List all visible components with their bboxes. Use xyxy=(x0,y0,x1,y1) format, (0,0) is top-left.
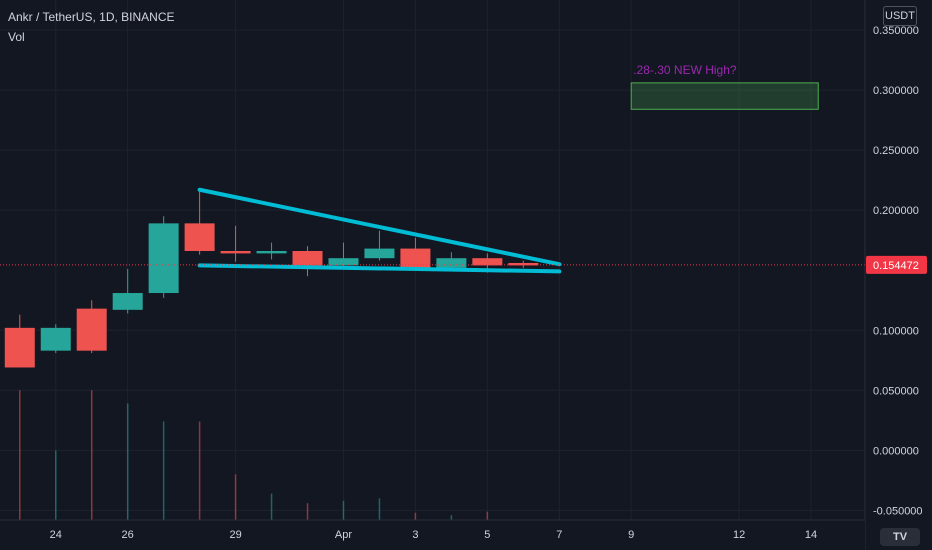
candle-down[interactable] xyxy=(76,300,107,354)
price-axis[interactable]: 0.350000 0.300000 0.250000 0.200000 0.100000… xyxy=(864,0,932,550)
time-tick-label: 26 xyxy=(122,529,134,541)
time-tick-label: 12 xyxy=(733,529,745,541)
volume-bar xyxy=(270,493,273,541)
candle-body xyxy=(4,327,35,368)
time-tick-label: 29 xyxy=(229,529,241,541)
target-zone-box[interactable] xyxy=(630,82,819,110)
volume-bar xyxy=(378,498,381,541)
target-zone-label: .28-.30 NEW High? xyxy=(633,63,737,77)
price-axis-bg xyxy=(865,0,932,550)
volume-bars xyxy=(19,390,525,541)
candle-body xyxy=(184,223,215,251)
candle-up[interactable] xyxy=(40,324,71,354)
candle-down[interactable] xyxy=(184,188,215,255)
candle-body xyxy=(40,327,71,351)
candle-body xyxy=(364,248,395,259)
last-price-value: 0.154472 xyxy=(873,260,919,272)
candle-body xyxy=(508,263,539,266)
candle-down[interactable] xyxy=(508,260,539,268)
candle-body xyxy=(148,223,179,294)
price-tick-label: 0.350000 xyxy=(873,25,919,37)
last-price-label: 0.154472 xyxy=(866,255,927,274)
time-tick-label: 24 xyxy=(50,529,62,541)
candle-body xyxy=(472,258,503,266)
candle-up[interactable] xyxy=(112,269,143,314)
tradingview-logo-icon[interactable]: TV xyxy=(880,528,920,546)
time-tick-label: Apr xyxy=(335,529,352,541)
time-axis-bg xyxy=(0,520,865,550)
candle-body xyxy=(112,293,143,310)
price-tick-label: 0.050000 xyxy=(873,385,919,397)
candle-body xyxy=(400,248,431,268)
candle-body xyxy=(256,250,287,254)
volume-indicator-label[interactable]: Vol xyxy=(8,30,25,44)
candles xyxy=(4,188,539,368)
volume-bar xyxy=(19,390,21,541)
symbol-title[interactable]: Ankr / TetherUS, 1D, BINANCE xyxy=(8,10,175,24)
candle-body xyxy=(328,258,359,266)
time-tick-label: 3 xyxy=(412,529,418,541)
candle-down[interactable] xyxy=(400,237,431,271)
time-tick-label: 9 xyxy=(628,529,634,541)
candle-body xyxy=(76,308,107,351)
price-tick-label: 0.300000 xyxy=(873,85,919,97)
candle-up[interactable] xyxy=(436,252,467,271)
candle-body xyxy=(220,250,251,254)
candle-down[interactable] xyxy=(220,225,251,262)
currency-badge[interactable]: USDT xyxy=(883,6,917,26)
candle-body xyxy=(436,258,467,268)
price-tick-label: 0.250000 xyxy=(873,145,919,157)
volume-bar xyxy=(162,421,165,541)
price-tick-label: 0.100000 xyxy=(873,325,919,337)
candle-up[interactable] xyxy=(328,242,359,270)
candle-down[interactable] xyxy=(292,246,323,277)
price-tick-label: 0.200000 xyxy=(873,205,919,217)
candle-up[interactable] xyxy=(256,242,287,260)
price-tick-label: -0.050000 xyxy=(873,505,923,517)
volume-bar xyxy=(54,450,57,541)
volume-bar xyxy=(198,421,201,541)
grid-lines xyxy=(0,0,865,520)
time-tick-label: 7 xyxy=(556,529,562,541)
trendline-lower[interactable] xyxy=(197,263,562,274)
candle-body xyxy=(292,250,323,266)
time-axis[interactable]: 24 26 29 Apr 3 5 7 9 12 14 xyxy=(0,519,865,550)
trendline-upper[interactable] xyxy=(197,187,562,267)
price-tick-label: 0.000000 xyxy=(873,445,919,457)
volume-bar xyxy=(234,474,237,541)
trendlines xyxy=(197,187,562,274)
candle-down[interactable] xyxy=(4,314,35,368)
candle-up[interactable] xyxy=(148,216,179,298)
time-tick-label: 14 xyxy=(805,529,817,541)
annotation-group: .28-.30 NEW High? xyxy=(630,63,819,110)
candle-up[interactable] xyxy=(364,230,395,261)
volume-bar xyxy=(90,390,93,541)
volume-bar xyxy=(126,403,129,541)
time-tick-label: 5 xyxy=(484,529,490,541)
